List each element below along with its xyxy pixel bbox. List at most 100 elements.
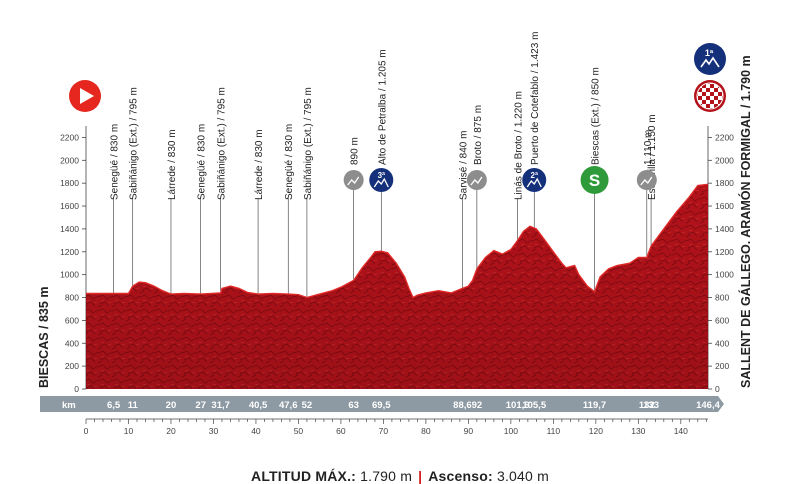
y-tick-label: 400 (65, 338, 79, 348)
y-tick-label: 800 (65, 293, 79, 303)
km-band-title: km (62, 400, 76, 411)
profile-ridge (86, 183, 709, 299)
waypoint-label: Sabiñánigo (Ext.) / 795 m (303, 87, 314, 200)
y-tick-label: 2200 (60, 132, 79, 142)
y-tick-label: 1800 (715, 178, 734, 188)
km-band-value: 31,7 (211, 400, 230, 411)
km-band-value: 40,5 (249, 400, 268, 411)
checker-cell (718, 96, 722, 100)
km-band-value: 63 (348, 400, 359, 411)
marker-cat-label: 2ª (531, 171, 538, 180)
checker-cell (710, 104, 714, 108)
waypoint-label: Linás de Broto / 1.220 m (514, 91, 525, 200)
checker-cell (710, 96, 714, 100)
waypoint-label: Senegüé / 830 m (197, 124, 208, 200)
waypoint-label: Lárrede / 830 m (254, 129, 265, 200)
x-tick-label: 90 (464, 426, 474, 436)
y-tick-label: 600 (715, 315, 729, 325)
km-band-value: 119,7 (583, 400, 606, 411)
marker-cat-glyph (373, 177, 389, 188)
y-tick-label: 400 (715, 338, 729, 348)
y-tick-label: 0 (715, 384, 720, 394)
checker-cell (702, 84, 706, 88)
checker-cell (702, 100, 706, 104)
checker-cell (710, 88, 714, 92)
waypoint-label: Broto / 875 m (473, 105, 484, 165)
finish-category-icon: 1ª (694, 43, 726, 75)
km-band-value: 27 (195, 400, 206, 411)
y-tick-label: 600 (65, 315, 79, 325)
y-tick-label: 1200 (60, 247, 79, 257)
marker-cat3-icon: 3ª (369, 168, 394, 192)
marker-grey-icon (636, 170, 657, 190)
checker-cell (722, 108, 723, 109)
svg-text:1ª: 1ª (705, 48, 714, 58)
km-band-value: 11 (128, 400, 139, 411)
checker-cell (698, 100, 702, 104)
km-band-value: 92 (472, 400, 483, 411)
y-tick-label: 1000 (60, 270, 79, 280)
km-band-value: 132 (639, 400, 655, 411)
waypoint-label: Senegüé / 830 m (110, 124, 121, 200)
checker-cell (702, 88, 706, 92)
checker-cell (697, 108, 698, 109)
y-tick-label: 2000 (60, 155, 79, 165)
checker-cell (710, 100, 714, 104)
x-tick-label: 40 (251, 426, 261, 436)
checker-cell (706, 88, 710, 92)
start-label: BIESCAS / 835 m (37, 287, 51, 388)
y-tick-label: 200 (65, 361, 79, 371)
marker-grey-glyph (640, 176, 653, 186)
waypoint-labels: Senegüé / 830 m Sabiñánigo (Ext.) / 795 m… (110, 32, 658, 200)
checker-cell (702, 92, 706, 96)
y-tick-label: 2200 (715, 132, 734, 142)
y-tick-label: 1000 (715, 270, 734, 280)
km-band-value: 88,6 (453, 400, 472, 411)
finish-flag-icon (694, 80, 726, 112)
y-tick-label: 2000 (715, 155, 734, 165)
km-band: km 6,5 11 20 27 31,7 40,5 47,6 52 63 69,5 88,6 92 101… (40, 396, 724, 412)
x-tick-label: 30 (209, 426, 219, 436)
km-band-value: 6,5 (107, 400, 121, 411)
profile-shade (86, 184, 708, 389)
waypoint-lines (113, 190, 652, 298)
km-band-value: 133 (643, 400, 659, 411)
waypoint-label: Sabiñánigo (Ext.) / 795 m (217, 87, 228, 200)
waypoint-label: 890 m (350, 137, 361, 165)
x-tick-label: 10 (124, 426, 134, 436)
waypoint-label: Biescas (Ext.) / 850 m (591, 67, 602, 165)
checker-cell (706, 92, 710, 96)
x-tick-label: 130 (631, 426, 645, 436)
marker-grey-circle (636, 170, 657, 190)
altitude-value: 1.790 m (360, 468, 413, 484)
checker-cell (722, 83, 723, 84)
checker-cell (710, 92, 714, 96)
x-tick-label: 120 (589, 426, 603, 436)
x-axis: 0 10 20 30 40 50 60 70 80 90 100 110 120 130 140 (84, 418, 708, 436)
checker-cell (698, 92, 702, 96)
km-band-bar (40, 396, 724, 412)
waypoint-label: 1.110 m (643, 130, 654, 165)
checker-cell (714, 96, 718, 100)
checker-cell (697, 83, 698, 84)
y-axis-left: 0 200 400 600 800 1000 1200 1400 1600 1800 2000 220… (60, 126, 87, 394)
x-tick-label: 70 (379, 426, 389, 436)
marker-cat-glyph (526, 177, 542, 188)
marker-cat-label: 3ª (378, 171, 385, 180)
checker-cell (702, 96, 706, 100)
elevation-profile (86, 183, 709, 389)
x-tick-label: 110 (547, 426, 561, 436)
y-tick-label: 200 (715, 361, 729, 371)
marker-sprint-circle (580, 166, 609, 194)
marker-sprint-icon: S (580, 166, 609, 194)
km-band-value: 52 (302, 400, 313, 411)
x-tick-label: 100 (504, 426, 518, 436)
ascent-label: Ascenso: (428, 468, 493, 484)
checker-cell (714, 104, 718, 108)
y-tick-label: 1800 (60, 178, 79, 188)
marker-sprint-label: S (589, 171, 600, 190)
x-tick-label: 140 (674, 426, 688, 436)
x-tick-label: 0 (84, 426, 89, 436)
x-tick-label: 50 (294, 426, 304, 436)
